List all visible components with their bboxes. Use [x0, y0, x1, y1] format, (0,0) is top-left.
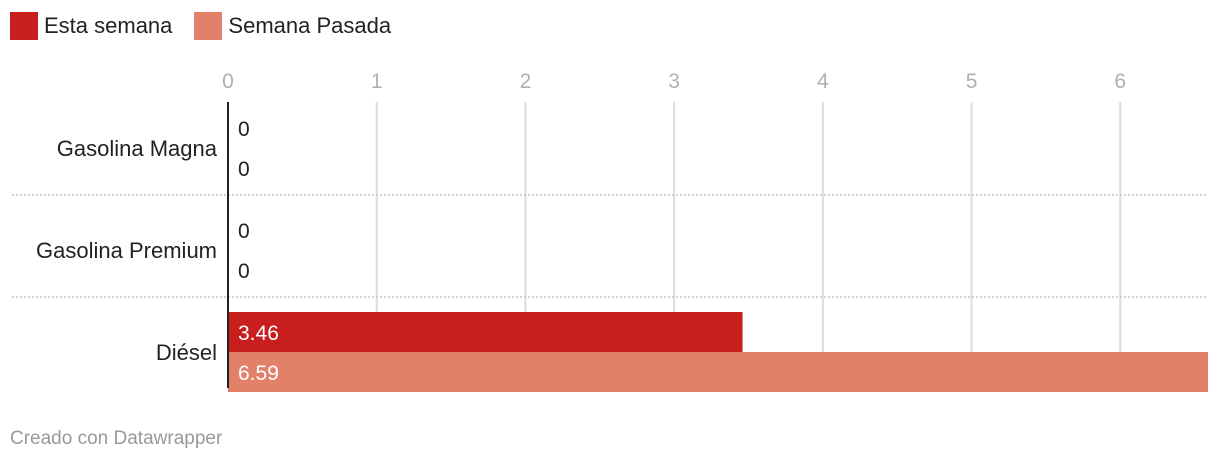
chart-legend: Esta semana Semana Pasada	[10, 12, 391, 40]
bar-0-2	[228, 312, 743, 352]
value-label-0-2: 3.46	[238, 322, 279, 345]
category-label-0: Gasolina Magna	[57, 136, 218, 161]
x-tick-label-0: 0	[222, 70, 234, 93]
legend-item-esta-semana: Esta semana	[10, 12, 172, 40]
x-tick-label-3: 3	[668, 70, 680, 93]
x-tick-label-2: 2	[520, 70, 532, 93]
value-label-1-2: 6.59	[238, 362, 279, 385]
bar-chart: 0 1 2 3 4 5 6 Gasolina Magna 0 0 Gasolina Premium 0…	[12, 70, 1208, 392]
legend-label-semana-pasada: Semana Pasada	[228, 13, 392, 38]
x-tick-label-5: 5	[966, 70, 978, 93]
value-label-0-0: 0	[238, 118, 250, 141]
value-label-1-1: 0	[238, 260, 250, 283]
legend-label-esta-semana: Esta semana	[44, 13, 173, 38]
legend-item-semana-pasada: Semana Pasada	[194, 12, 391, 40]
category-label-2: Diésel	[156, 340, 217, 365]
legend-swatch-esta-semana	[10, 12, 38, 40]
footer-credit: Creado con Datawrapper	[10, 428, 223, 449]
category-label-1: Gasolina Premium	[36, 238, 217, 263]
bar-1-2	[228, 352, 1208, 392]
x-tick-label-6: 6	[1114, 70, 1126, 93]
value-label-0-1: 0	[238, 220, 250, 243]
legend-swatch-semana-pasada	[194, 12, 223, 40]
x-tick-label-1: 1	[371, 70, 383, 93]
value-label-1-0: 0	[238, 158, 250, 181]
x-tick-label-4: 4	[817, 70, 829, 93]
